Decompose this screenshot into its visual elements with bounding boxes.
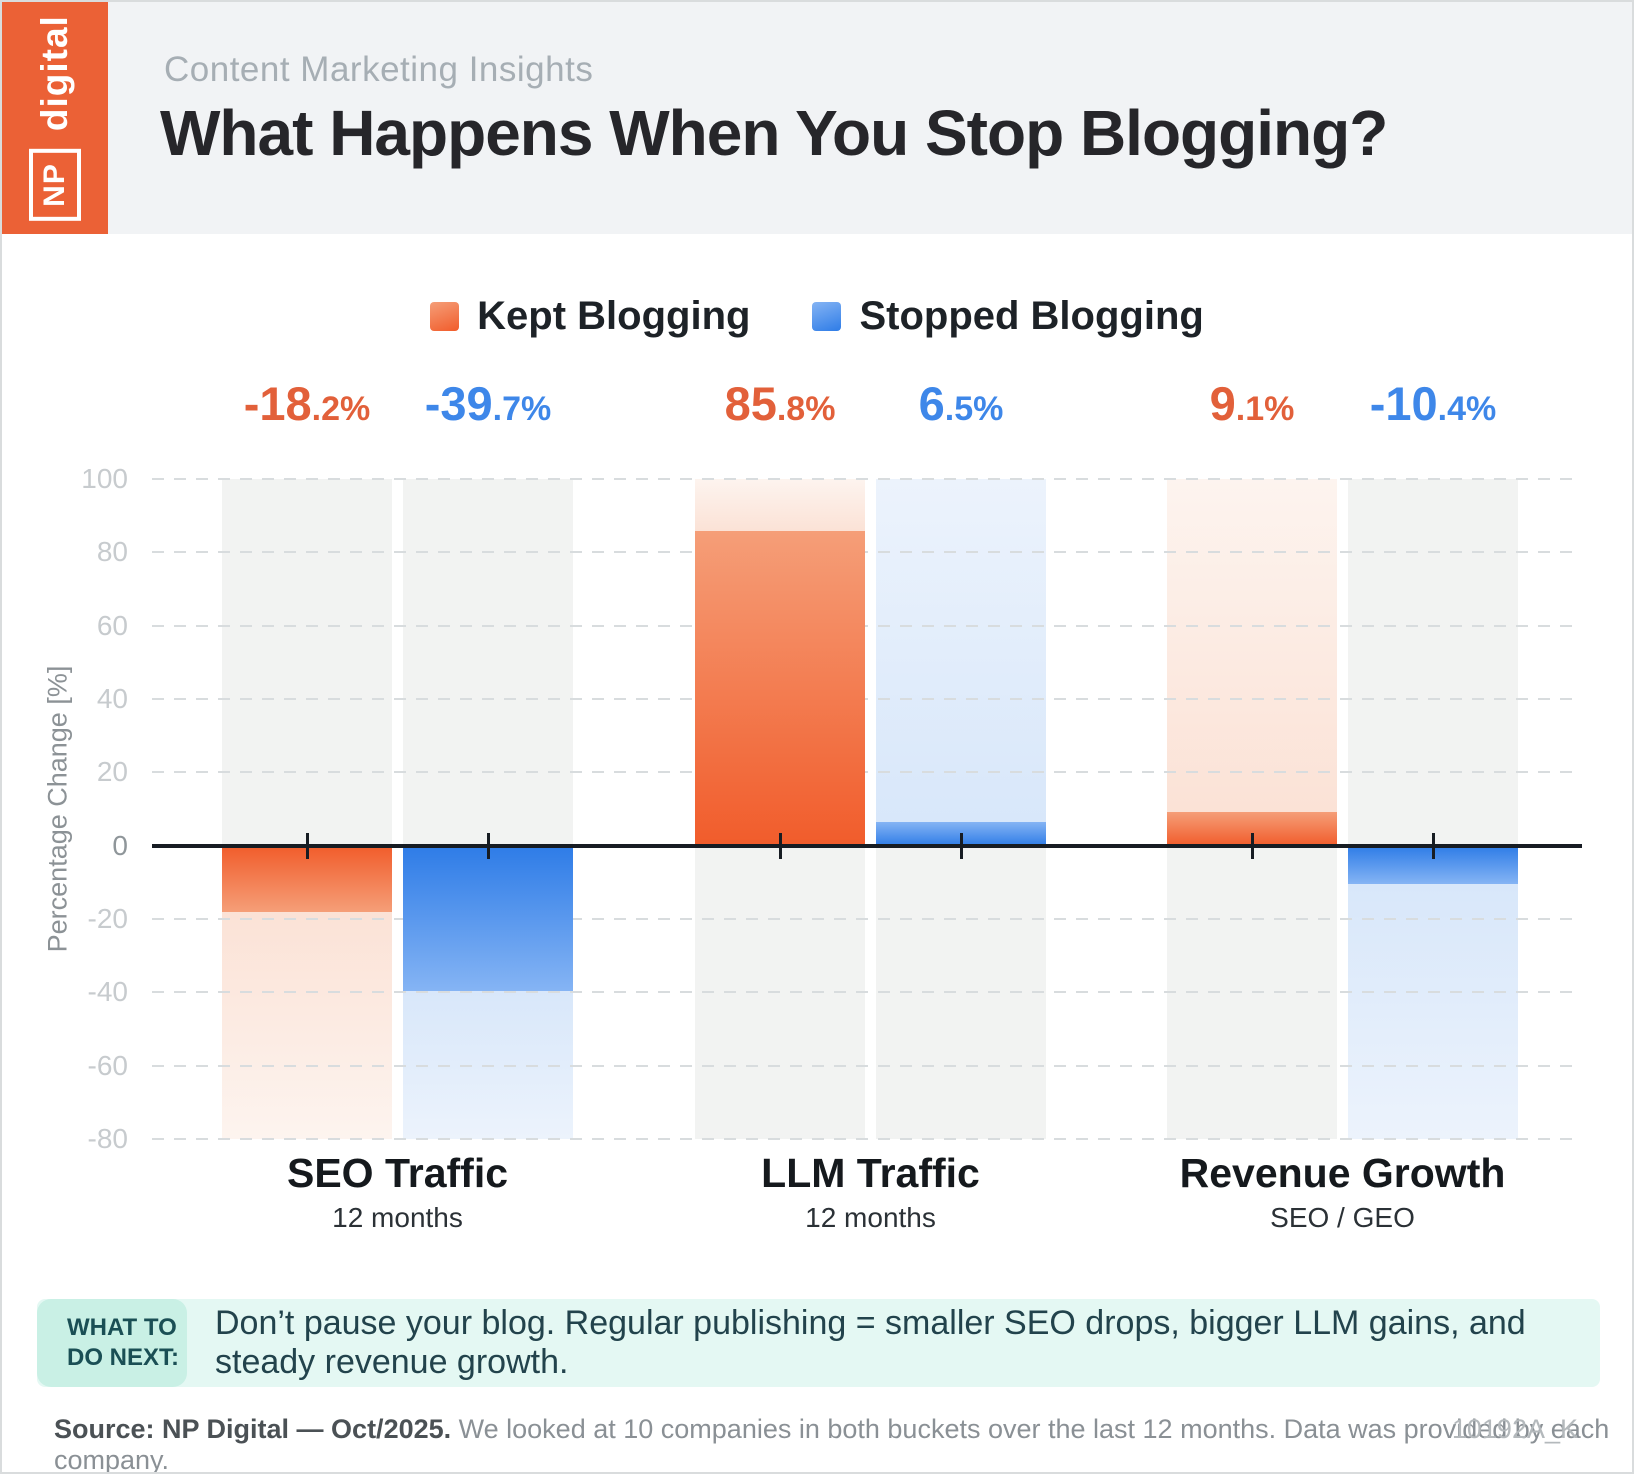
value-label-stopped-blogging-0: -39.7% (425, 376, 552, 431)
value-label-main: 6 (918, 377, 945, 430)
category-title: Revenue Growth (1179, 1150, 1506, 1196)
logo-rotated-text: NP digital (29, 15, 81, 221)
gridline (152, 478, 1582, 480)
axis-tick (1431, 832, 1435, 859)
axis-tick (1250, 832, 1254, 859)
gridline (152, 551, 1582, 554)
y-tick-label: 0 (112, 829, 128, 861)
value-label-decimal: .1% (1235, 390, 1295, 428)
gridline (152, 991, 1582, 994)
value-label-main: -39 (424, 377, 493, 430)
value-label-main: -10 (1369, 377, 1438, 430)
page-title: What Happens When You Stop Blogging? (160, 97, 1388, 169)
what-to-do-next-callout: WHAT TO DO NEXT: Don’t pause your blog. … (37, 1299, 1600, 1387)
value-label-decimal: .2% (311, 390, 371, 428)
legend-swatch-kept-icon (430, 302, 460, 331)
column-tint-stopped-blogging (876, 479, 1046, 822)
bar-stopped-blogging-0 (403, 845, 573, 992)
y-tick-label: -60 (87, 1049, 128, 1081)
legend-label-stopped: Stopped Blogging (859, 294, 1204, 338)
value-label-main: 9 (1209, 377, 1236, 430)
column-tint-kept-blogging (695, 479, 865, 532)
category-label-0: SEO Traffic 12 months (287, 1150, 508, 1234)
legend-label-kept: Kept Blogging (477, 294, 751, 338)
header: NP digital Content Marketing Insights Wh… (2, 2, 1632, 234)
value-label-kept-blogging-1: 85.8% (725, 376, 836, 431)
value-label-decimal: .4% (1437, 390, 1497, 428)
value-label-kept-blogging-2: 9.1% (1210, 376, 1295, 431)
what-to-do-next-badge: WHAT TO DO NEXT: (37, 1299, 187, 1387)
category-title: LLM Traffic (761, 1150, 980, 1196)
source-note: We looked at 10 companies in both bucket… (54, 1414, 1610, 1474)
y-tick-label: 80 (96, 536, 128, 568)
value-label-main: 85 (724, 377, 777, 430)
y-tick-label: -40 (87, 976, 128, 1008)
axis-tick (959, 832, 963, 859)
category-subtitle: 12 months (805, 1202, 936, 1233)
gridline (152, 771, 1582, 774)
value-label-main: -18 (243, 377, 312, 430)
value-label-stopped-blogging-2: -10.4% (1370, 376, 1497, 431)
y-tick-label: -80 (87, 1123, 128, 1154)
np-digital-logo: NP digital (2, 2, 108, 234)
category-title: SEO Traffic (286, 1150, 509, 1196)
axis-tick (778, 832, 782, 859)
eyebrow-label: Content Marketing Insights (164, 50, 594, 89)
column-gray (1348, 479, 1518, 846)
category-subtitle: 12 months (332, 1202, 463, 1233)
value-label-decimal: .8% (776, 390, 836, 428)
column-tint-kept-blogging (1167, 479, 1337, 813)
axis-tick (305, 832, 309, 859)
legend-item-stopped-blogging: Stopped Blogging (812, 294, 1204, 339)
logo-digital-word: digital (34, 15, 75, 132)
y-tick-label: 40 (96, 683, 128, 714)
value-label-decimal: .5% (944, 390, 1004, 428)
value-label-stopped-blogging-1: 6.5% (919, 376, 1004, 431)
gridline (152, 1138, 1582, 1140)
y-tick-label: -20 (87, 903, 128, 934)
reference-code: 10192A_K (1451, 1414, 1578, 1444)
y-tick-label: 20 (96, 756, 128, 788)
column-tint-stopped-blogging (1348, 883, 1518, 1139)
chart-legend: Kept Blogging Stopped Blogging (2, 294, 1632, 339)
logo-np-mark: NP (29, 149, 81, 221)
bar-kept-blogging-1 (695, 531, 865, 846)
y-tick-label: 100 (81, 463, 128, 494)
y-tick-label: 60 (96, 609, 128, 641)
gridline (152, 1064, 1582, 1067)
legend-item-kept-blogging: Kept Blogging (430, 294, 750, 339)
gridline (152, 698, 1582, 700)
column-gray (222, 479, 392, 846)
category-label-1: LLM Traffic 12 months (761, 1150, 980, 1234)
category-subtitle: SEO / GEO (1270, 1202, 1415, 1233)
zero-axis-line (152, 843, 1582, 848)
source-line: Source: NP Digital — Oct/2025. We looked… (54, 1414, 1632, 1474)
legend-swatch-stopped-icon (812, 302, 842, 331)
callout-text: Don’t pause your blog. Regular publishin… (215, 1304, 1526, 1381)
gridline (152, 624, 1582, 627)
column-tint-kept-blogging (222, 912, 392, 1139)
plot-area: 100 80 60 40 20 0 -20 -40 -60 -80 (81, 463, 1582, 1154)
gridline (152, 918, 1582, 920)
source-bold: Source: NP Digital — Oct/2025. (54, 1414, 452, 1444)
value-label-decimal: .7% (492, 390, 552, 428)
column-gray (403, 479, 573, 846)
value-label-kept-blogging-0: -18.2% (244, 376, 371, 431)
axis-tick (486, 832, 490, 859)
category-label-2: Revenue Growth SEO / GEO (1180, 1150, 1506, 1234)
